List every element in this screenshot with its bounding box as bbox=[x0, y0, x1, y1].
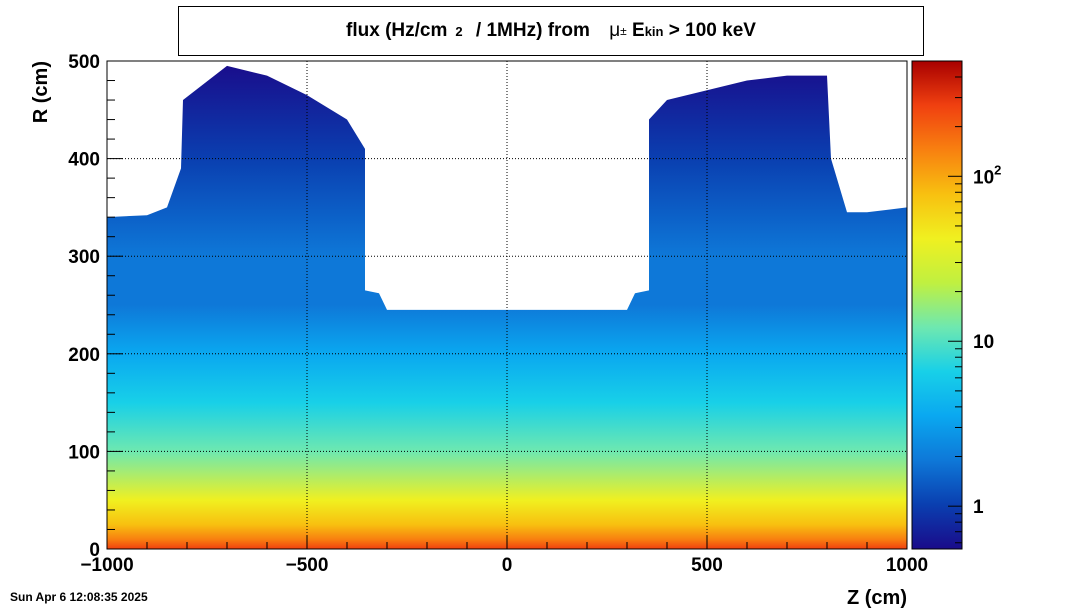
y-tick-label: 300 bbox=[68, 247, 100, 268]
colorbar-tick-label: 102 bbox=[973, 162, 1001, 188]
title-particle-sup: ± bbox=[620, 24, 627, 38]
title-post: > 100 keV bbox=[663, 20, 756, 41]
x-tick-label: 1000 bbox=[886, 555, 928, 576]
heatmap-region bbox=[107, 65, 907, 549]
title-mid: / 1MHz) from bbox=[470, 20, 596, 41]
title-pre: flux (Hz/cm bbox=[346, 20, 448, 41]
colorbar-tick-label: 1 bbox=[973, 497, 984, 518]
timestamp: Sun Apr 6 12:08:35 2025 bbox=[10, 590, 148, 604]
x-tick-label: 500 bbox=[691, 555, 723, 576]
y-tick-label: 400 bbox=[68, 150, 100, 171]
title-e: E bbox=[626, 20, 645, 41]
x-tick-label: 0 bbox=[502, 555, 513, 576]
title-particle: μ bbox=[609, 20, 621, 41]
y-tick-label: 500 bbox=[68, 52, 100, 73]
x-axis-label: Z (cm) bbox=[847, 587, 907, 609]
y-tick-label: 100 bbox=[68, 442, 100, 463]
title-e-sub: kin bbox=[644, 23, 664, 39]
y-tick-label: 200 bbox=[68, 345, 100, 366]
y-axis-label: R (cm) bbox=[30, 61, 52, 123]
colorbar-tick-label: 10 bbox=[973, 332, 994, 353]
title-sup: 2 bbox=[455, 23, 463, 39]
x-tick-label: −1000 bbox=[80, 555, 133, 576]
colorbar bbox=[911, 60, 963, 550]
y-tick-label: 0 bbox=[89, 540, 100, 561]
x-tick-label: −500 bbox=[286, 555, 329, 576]
